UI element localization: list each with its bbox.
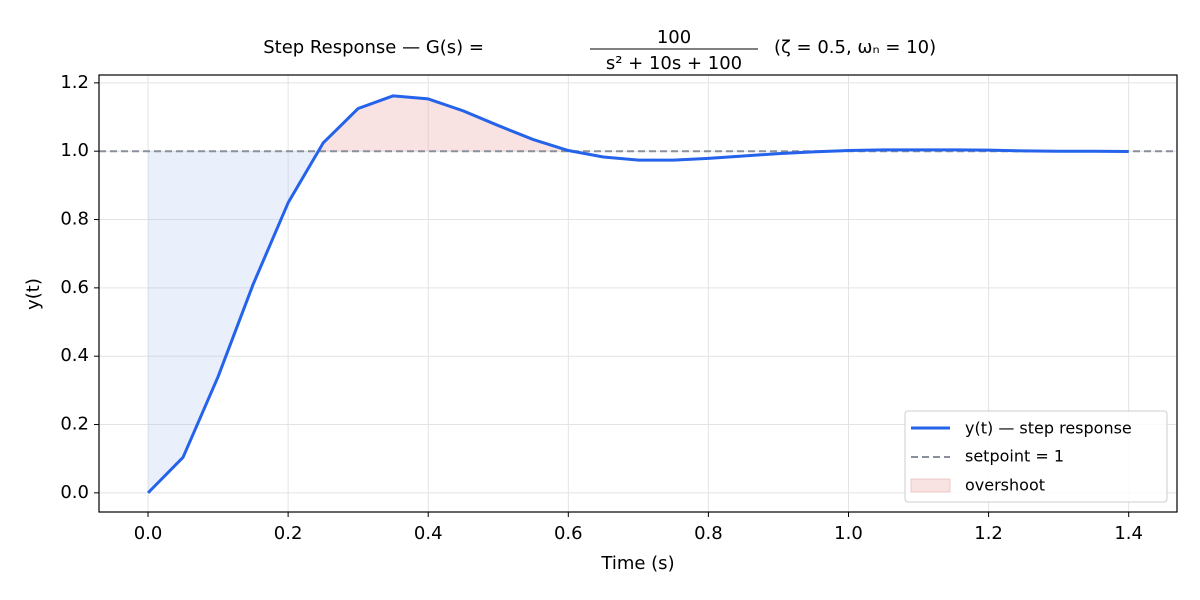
legend-label: overshoot (965, 476, 1045, 495)
chart-title-group: Step Response — G(s) = 100 s² + 10s + 10… (263, 27, 936, 74)
y-tick-label: 0.4 (60, 345, 89, 366)
legend-label: y(t) — step response (965, 419, 1132, 438)
y-tick-label: 1.0 (60, 140, 89, 161)
y-tick-label: 0.6 (60, 277, 89, 298)
response-line (146, 94, 1129, 494)
plot-frame (98, 74, 1178, 513)
legend-swatch (910, 478, 951, 493)
y-axis-label: y(t) (23, 278, 44, 310)
title-params: (ζ = 0.5, ωₙ = 10) (774, 37, 936, 58)
x-tick-label: 1.0 (834, 523, 863, 544)
title-numerator: 100 (657, 27, 691, 48)
rise-area (148, 151, 319, 493)
legend-box (904, 410, 1168, 503)
x-tick-label: 0.2 (274, 523, 303, 544)
legend: y(t) — step response setpoint = 1 overshoo… (904, 410, 1168, 503)
x-tick-label: 0.6 (554, 523, 583, 544)
x-tick-label: 1.2 (974, 523, 1003, 544)
y-tick-label: 0.0 (60, 482, 89, 503)
x-tick-label: 0.4 (414, 523, 443, 544)
x-tick-label: 1.4 (1114, 523, 1143, 544)
legend-label: setpoint = 1 (965, 447, 1064, 466)
x-tick-label: 0.8 (694, 523, 723, 544)
x-tick-label: 0.0 (134, 523, 163, 544)
y-tick-label: 1.2 (60, 72, 89, 93)
chart-title: Step Response — G(s) = (263, 37, 484, 58)
x-axis-label: Time (s) (600, 553, 674, 574)
y-tick-label: 0.8 (60, 209, 89, 230)
title-denominator: s² + 10s + 100 (606, 53, 742, 74)
y-tick-label: 0.2 (60, 414, 89, 435)
overshoot-area (148, 95, 1129, 152)
